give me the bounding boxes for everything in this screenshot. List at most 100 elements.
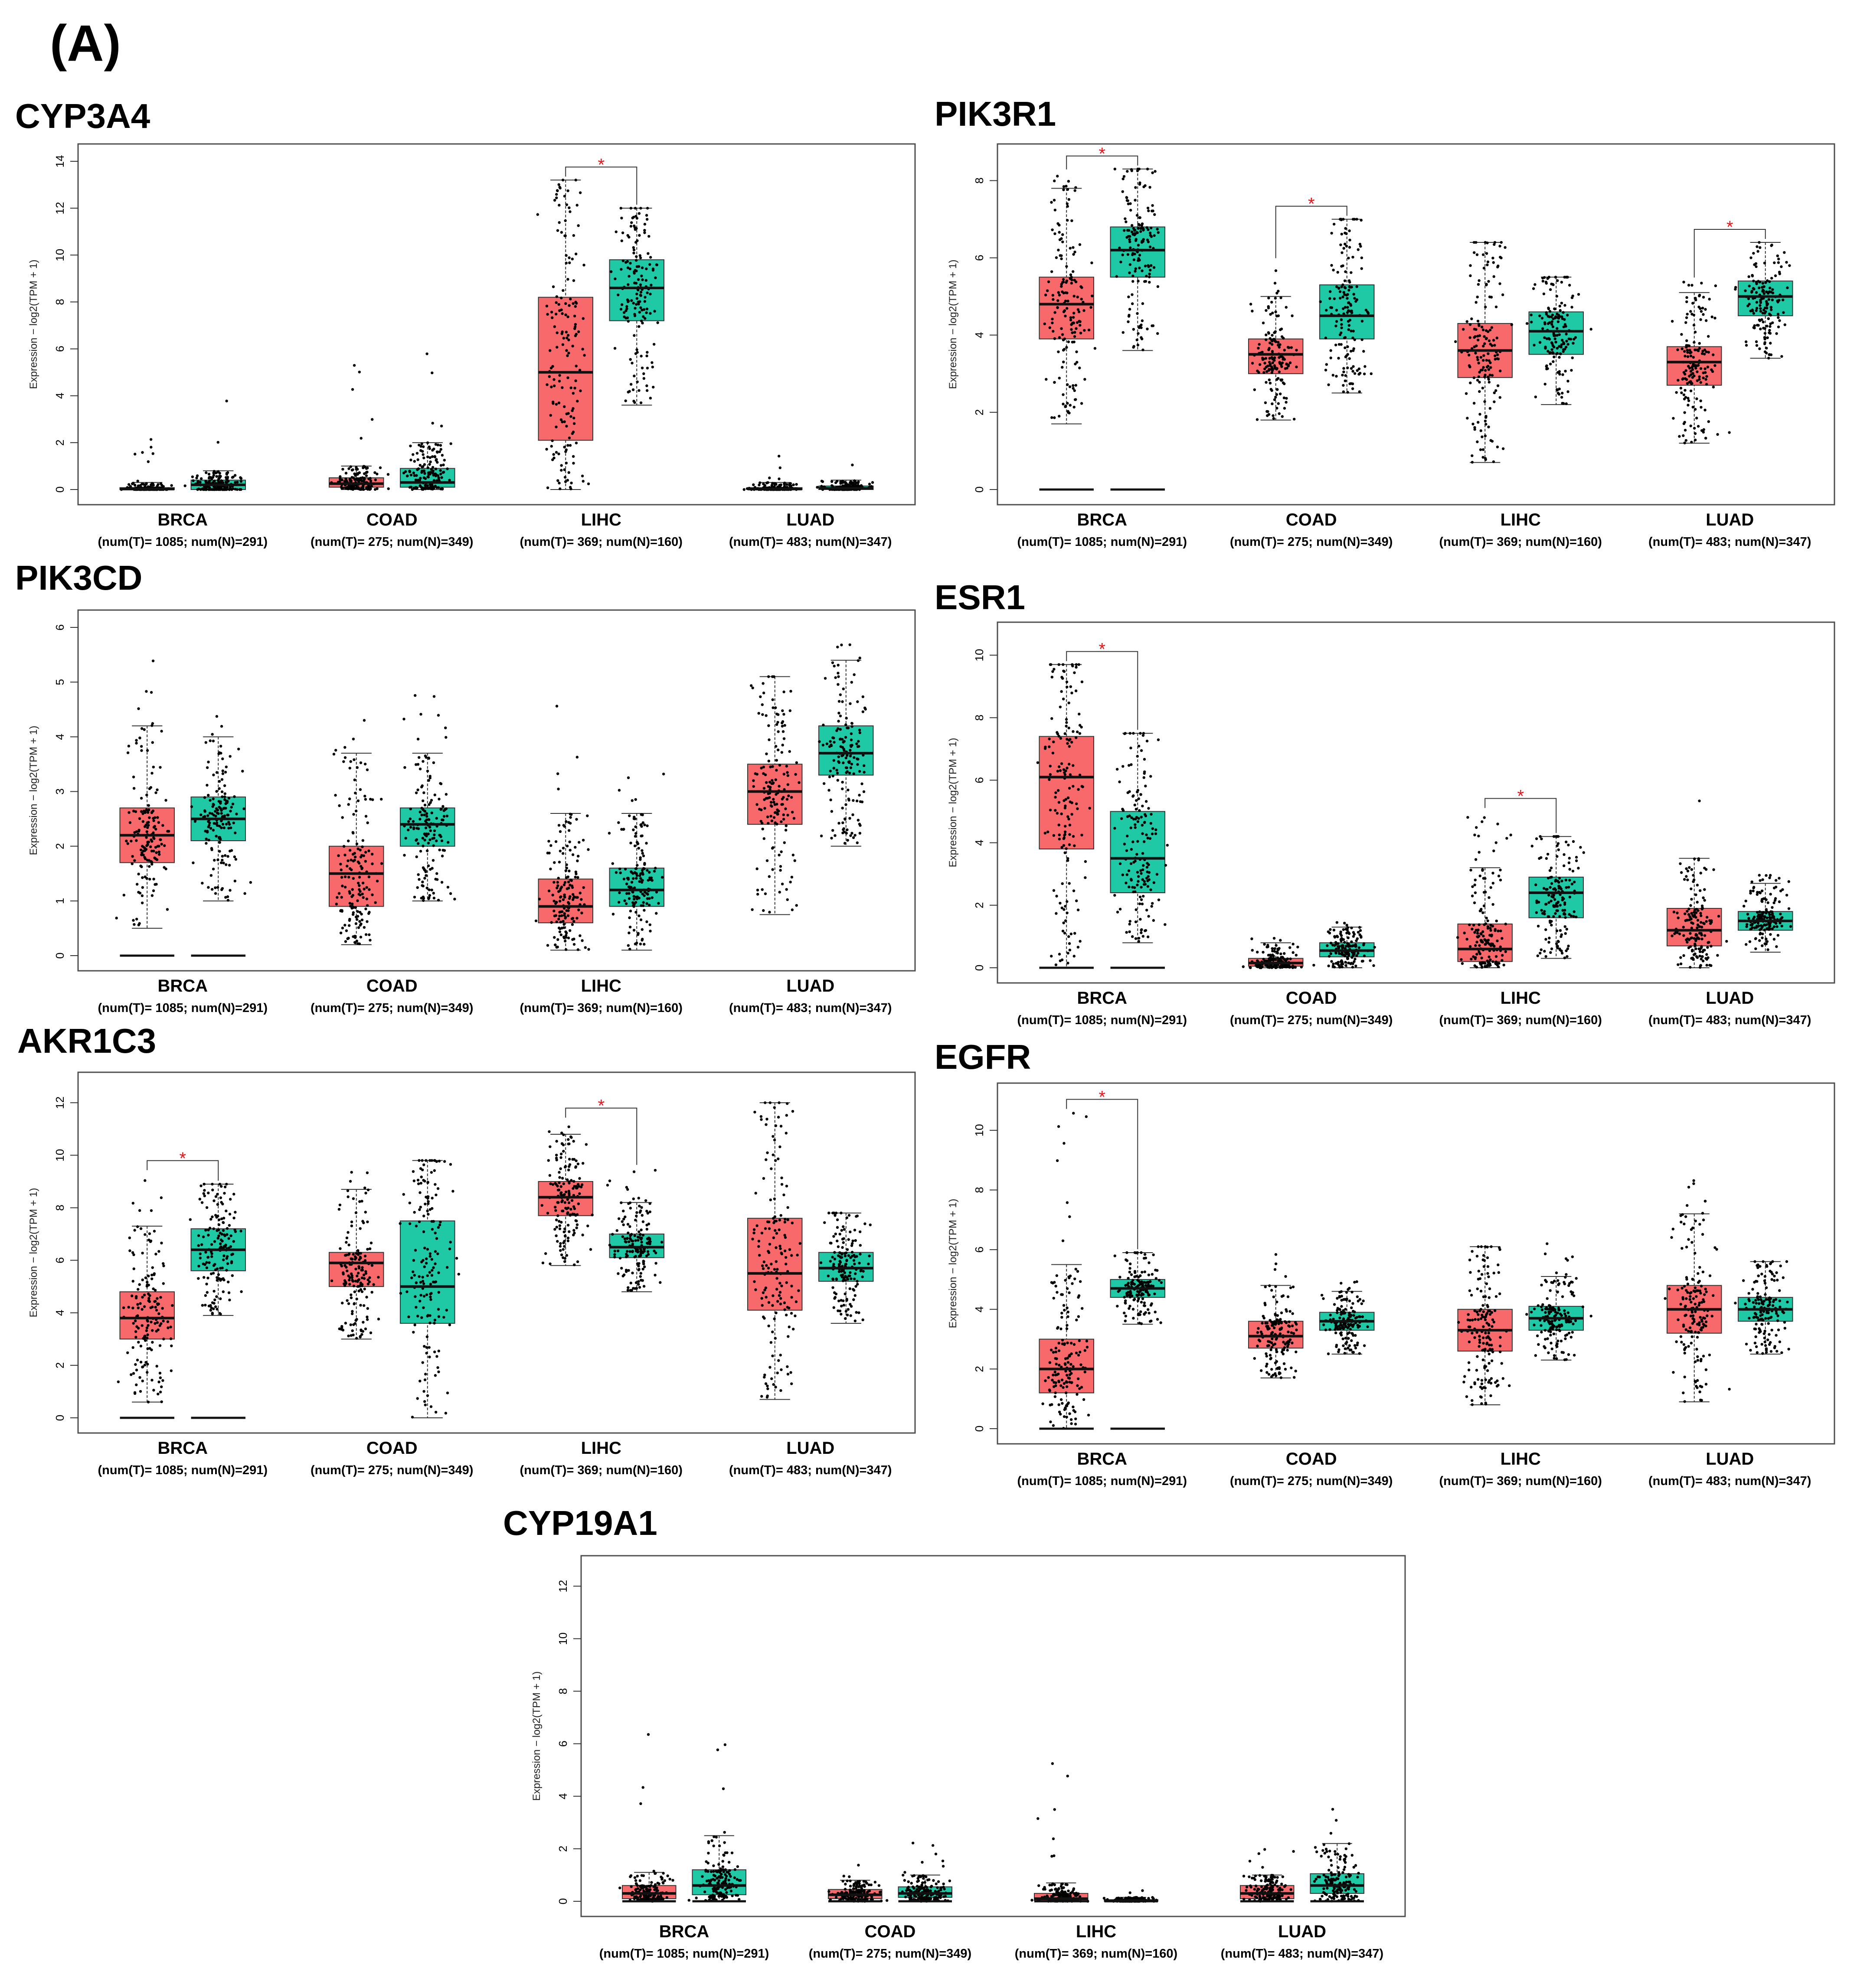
data-point xyxy=(212,797,215,800)
data-point xyxy=(217,470,220,473)
data-point xyxy=(1342,370,1345,373)
data-point xyxy=(355,918,359,921)
data-point xyxy=(419,713,422,716)
data-point xyxy=(762,682,765,685)
data-point xyxy=(556,479,559,482)
data-point xyxy=(140,749,143,752)
data-point xyxy=(1480,325,1484,329)
data-point xyxy=(856,757,859,761)
data-point xyxy=(350,469,354,472)
data-point xyxy=(1344,306,1347,309)
data-point xyxy=(627,878,630,881)
data-point xyxy=(1131,293,1134,296)
data-point xyxy=(1763,337,1766,341)
data-point xyxy=(1283,349,1286,352)
data-point xyxy=(343,875,347,878)
data-point xyxy=(628,235,631,239)
data-point xyxy=(762,482,765,486)
data-point xyxy=(1690,284,1694,287)
data-point xyxy=(226,813,229,816)
data-point xyxy=(430,799,433,802)
data-point xyxy=(1057,801,1061,804)
data-point xyxy=(237,748,240,751)
data-point xyxy=(570,481,573,485)
data-point xyxy=(574,870,578,874)
data-point xyxy=(1151,827,1154,830)
data-point xyxy=(571,917,575,920)
data-point xyxy=(196,474,199,477)
data-point xyxy=(1146,879,1149,882)
data-point xyxy=(643,894,646,897)
data-point xyxy=(637,932,640,935)
data-point xyxy=(632,905,635,908)
jitter-points xyxy=(1113,167,1160,352)
data-point xyxy=(841,780,844,784)
data-point xyxy=(1068,385,1072,388)
data-point xyxy=(1482,354,1485,357)
data-point xyxy=(1356,937,1359,940)
data-point xyxy=(1564,369,1567,373)
bracket-line xyxy=(1066,155,1138,170)
data-point xyxy=(1486,963,1489,966)
data-point xyxy=(428,838,432,842)
data-point xyxy=(159,766,162,769)
data-point xyxy=(1467,353,1471,357)
data-point xyxy=(1347,952,1350,955)
data-point xyxy=(1280,956,1283,959)
data-point xyxy=(1354,964,1357,968)
data-point xyxy=(1509,833,1512,836)
data-point xyxy=(1691,405,1694,409)
jitter-points xyxy=(1312,921,1376,969)
data-point xyxy=(1538,341,1542,344)
data-point xyxy=(1278,947,1281,950)
data-point xyxy=(1755,265,1758,268)
data-point xyxy=(833,741,836,744)
data-point xyxy=(1348,281,1351,284)
normal-box-brca xyxy=(190,715,252,902)
data-point xyxy=(425,832,428,836)
data-point xyxy=(1560,315,1563,318)
data-point xyxy=(568,256,571,259)
data-point xyxy=(356,473,359,476)
data-point xyxy=(360,867,363,870)
data-point xyxy=(849,766,852,769)
data-point xyxy=(630,221,633,224)
data-point xyxy=(1354,945,1357,948)
data-point xyxy=(339,862,342,866)
data-point xyxy=(143,856,146,859)
data-point xyxy=(1476,932,1479,935)
data-point xyxy=(632,895,635,898)
data-point xyxy=(1498,245,1501,248)
data-point xyxy=(1685,300,1688,304)
data-point xyxy=(369,479,373,483)
data-point xyxy=(1689,424,1692,428)
data-point xyxy=(778,764,781,767)
data-point xyxy=(1357,952,1360,955)
data-point xyxy=(1497,929,1500,933)
jitter-points xyxy=(120,438,173,491)
data-point xyxy=(1488,359,1491,362)
data-point xyxy=(1145,274,1148,278)
data-point xyxy=(1351,255,1354,259)
data-point xyxy=(768,796,771,799)
data-point xyxy=(1352,935,1355,938)
data-point xyxy=(1063,908,1066,911)
data-point xyxy=(1476,320,1480,323)
data-point xyxy=(649,396,652,400)
data-point xyxy=(845,832,848,835)
data-point xyxy=(632,248,636,251)
data-point xyxy=(1748,284,1751,287)
data-point xyxy=(1748,303,1751,306)
data-point xyxy=(576,399,579,403)
data-point xyxy=(781,721,784,725)
data-point xyxy=(349,760,352,763)
data-point xyxy=(643,943,646,946)
data-point xyxy=(820,834,823,838)
data-point xyxy=(347,924,351,927)
data-point xyxy=(423,803,427,806)
data-point xyxy=(1560,879,1563,883)
data-point xyxy=(418,484,422,487)
data-point xyxy=(1279,939,1282,942)
data-point xyxy=(208,824,211,827)
data-point xyxy=(1134,920,1138,924)
